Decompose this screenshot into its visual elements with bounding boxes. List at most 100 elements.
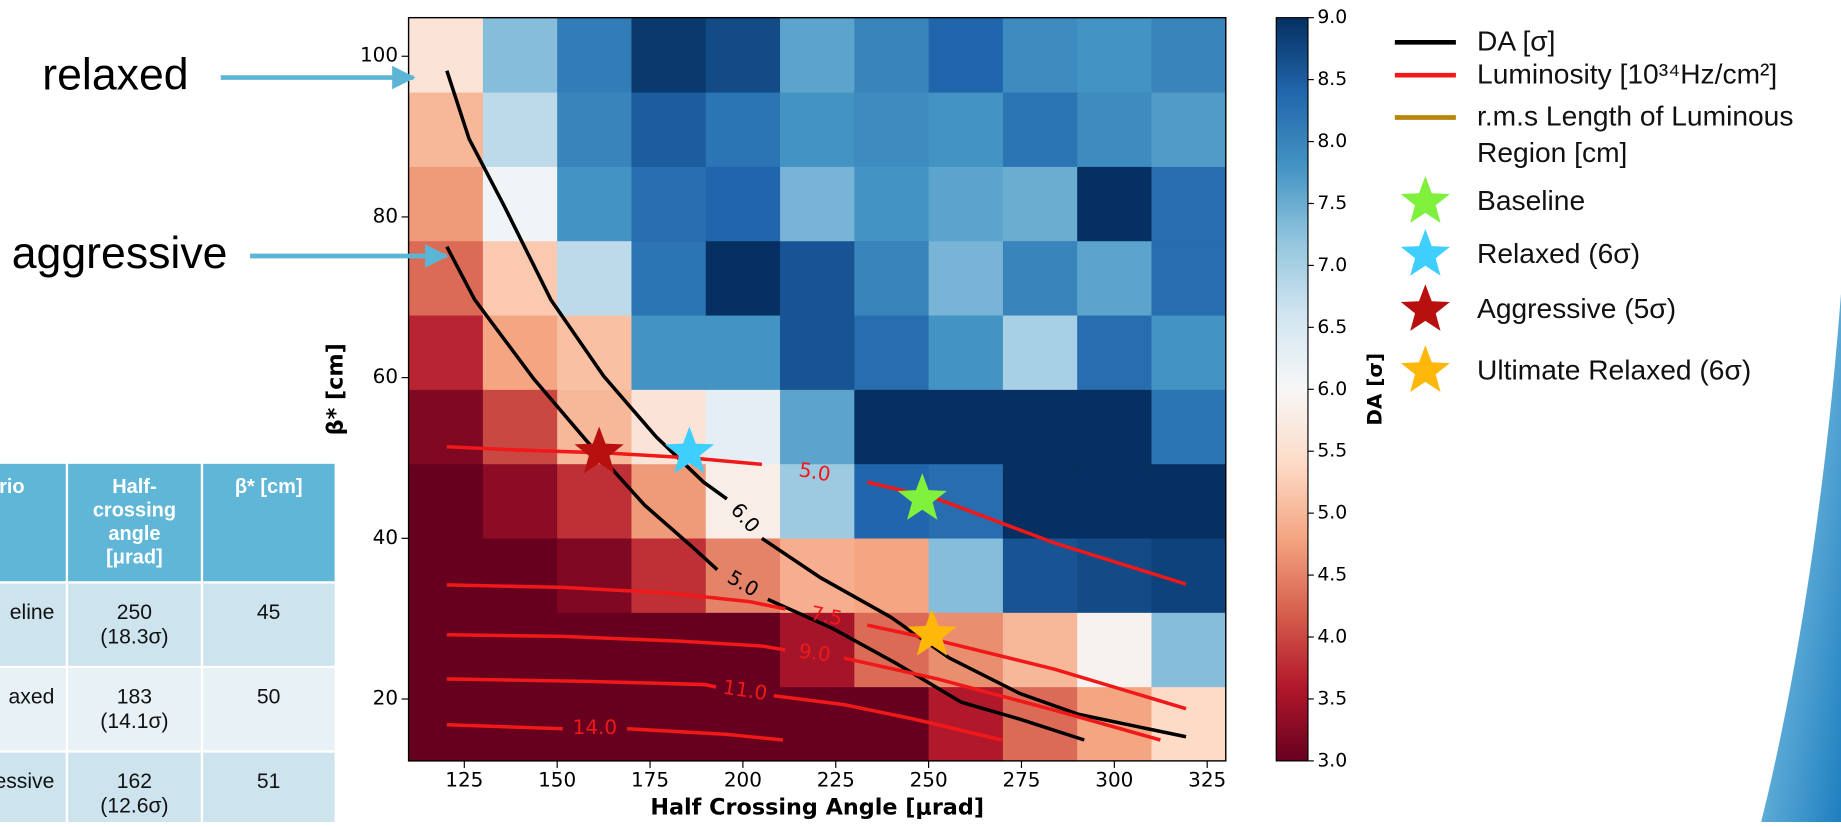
heatmap-cell [482,91,558,167]
contour-line [445,245,1085,742]
legend-entry: Aggressive (5σ) [1477,294,1676,326]
x-tick-label: 125 [445,767,483,791]
table-cell: 45 [200,581,337,669]
legend-swatch [1400,284,1450,331]
table-row: essive 162 (12.6σ) 51 [0,750,337,822]
heatmap-cell [1077,389,1153,465]
heatmap-cell [557,17,633,93]
legend-swatch [1400,229,1450,276]
heatmap-cell [482,612,558,688]
table-header-cell: nario [0,461,69,584]
contour-label: 7.5 [809,601,845,631]
heatmap-cell [705,166,781,242]
heatmap-cell [1077,463,1153,539]
heatmap-cell [482,463,558,539]
heatmap-cell [408,166,484,242]
heatmap-cell [780,314,855,390]
table-cell: 250 (18.3σ) [66,581,203,669]
contour-line [446,632,1161,742]
contour-line [446,722,784,742]
heatmap-cell [1002,314,1078,390]
legend-label: Relaxed (6σ) [1477,238,1641,271]
heatmap-cell [1002,612,1078,688]
heatmap-cell [631,17,707,93]
heatmap-cell [854,389,930,465]
y-tick-label: 20 [373,686,398,710]
x-tick-label: 325 [1188,767,1226,791]
colorbar-tick-label: 4.5 [1317,565,1347,586]
y-tick-label: 60 [373,364,398,388]
colorbar-tick-label: 7.0 [1317,255,1347,276]
table-cell: essive [0,750,69,822]
heatmap-cell [1002,389,1078,465]
heatmap-cell [705,17,781,93]
heatmap-cell [854,91,930,167]
heatmap-cell [482,537,558,613]
legend-entry: Luminosity [10³⁴Hz/cm²] [1477,58,1778,91]
heatmap-cell [780,612,855,688]
heatmap-cell [408,612,484,688]
table: narioHalf-crossing angle [μrad]β* [cm]el… [0,461,337,822]
heatmap-cell [705,463,781,539]
heatmap-cell [1151,240,1227,316]
table-header-cell: Half-crossing angle [μrad] [66,461,203,584]
x-tick-label: 300 [1095,767,1133,791]
heatmap-cell [631,166,707,242]
heatmap-cell [780,91,855,167]
heatmap-cell [1002,166,1078,242]
x-tick-label: 175 [631,767,669,791]
star-marker [574,426,624,474]
contour-line [445,70,1187,739]
colorbar-tick-label: 8.0 [1317,131,1347,152]
heatmap-cell [408,537,484,613]
colorbar-tick-label: 5.5 [1317,441,1347,462]
x-tick-label: 225 [817,767,855,791]
colorbar-tick-label: 4.0 [1317,627,1347,648]
heatmap-cell [408,314,484,390]
legend-entry: Relaxed (6σ) [1477,238,1641,271]
heatmap-cell [557,166,633,242]
heatmap-cell [1151,17,1227,93]
heatmap-cell [1151,314,1227,390]
heatmap-cell [854,314,930,390]
heatmap-cell [557,240,633,316]
heatmap-cell [408,463,484,539]
colorbar-tick-label: 9.0 [1317,7,1347,28]
legend-label: Luminosity [10³⁴Hz/cm²] [1477,58,1778,91]
heatmap-cell [1151,686,1227,762]
heatmap-cell [1151,91,1227,167]
heatmap-cell [482,686,558,762]
table-cell: axed [0,665,69,753]
heatmap-cell [1077,166,1153,242]
x-axis-label: Half Crossing Angle [μrad] [650,794,984,820]
heatmap-cell [780,17,855,93]
contour-label: 5.0 [797,457,832,486]
heatmap-cell [705,240,781,316]
heatmap-cell [928,166,1004,242]
heatmap-cell [631,91,707,167]
heatmap-cell [557,537,633,613]
y-tick-label: 80 [373,203,398,227]
heatmap-cell [408,91,484,167]
table-row: axed 183 (14.1σ) 50 [0,665,337,753]
heatmap-cell [854,240,930,316]
colorbar-tick-label: 3.5 [1317,688,1347,709]
legend-label: DA [σ] [1477,25,1556,58]
heatmap-cell [928,537,1004,613]
legend-entry: r.m.s Length of Luminous Region [cm] [1477,101,1793,169]
heatmap-cell [631,612,707,688]
x-tick-label: 200 [724,767,762,791]
heatmap-cell [928,240,1004,316]
table-header-row: narioHalf-crossing angle [μrad]β* [cm] [0,461,337,584]
heatmap-cell [482,166,558,242]
heatmap-cell [557,612,633,688]
y-axis-label: β* [cm] [322,343,348,435]
colorbar-label: DA [σ] [1363,353,1387,426]
heatmap-cell [482,17,558,93]
table-cell: 183 (14.1σ) [66,665,203,753]
heatmap-cell [854,17,930,93]
heatmap-cell [780,463,855,539]
heatmap-cell [780,389,855,465]
legend-swatch [1400,176,1450,223]
table-row: eline 250 (18.3σ) 45 [0,581,337,669]
